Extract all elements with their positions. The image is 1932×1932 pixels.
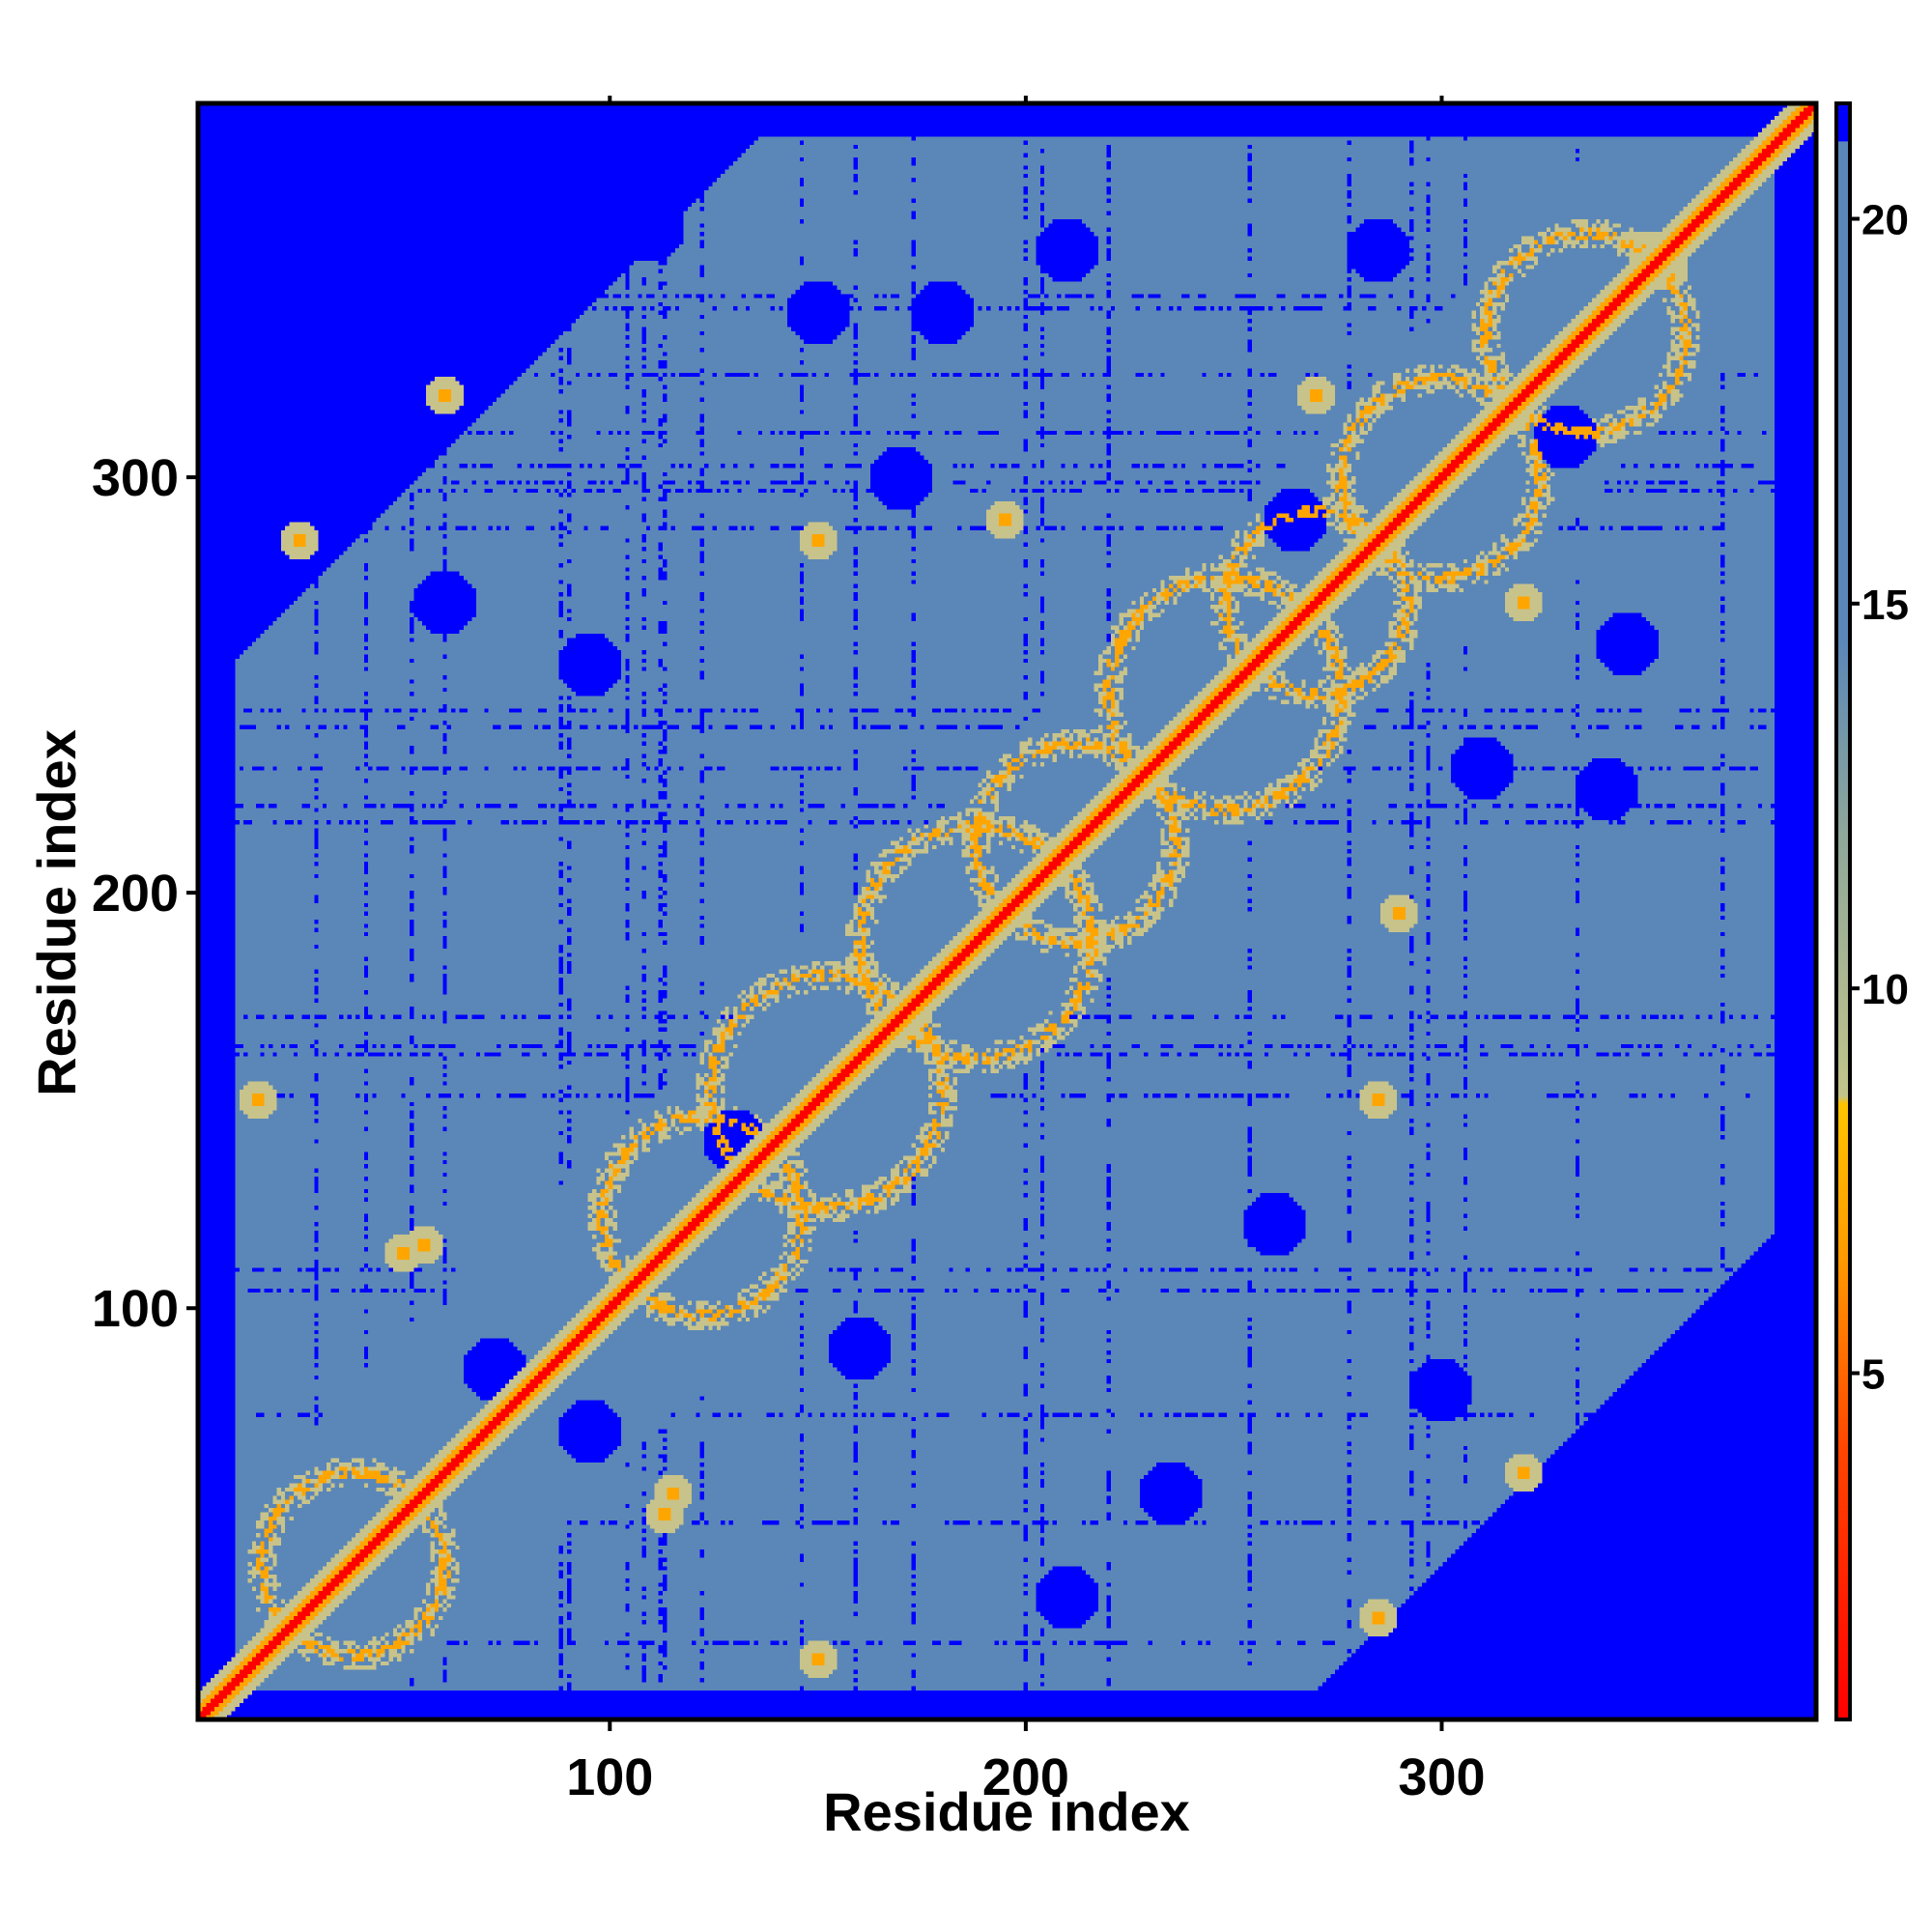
y-axis-title: Residue index [26, 729, 87, 1096]
heatmap-canvas [198, 103, 1816, 1719]
colorbar-tick-label: 5 [1861, 1351, 1885, 1399]
plot-frame [195, 100, 1819, 1722]
colorbar-frame [1834, 101, 1852, 1721]
colorbar-tick-label: 20 [1861, 197, 1909, 244]
colorbar-tick-label: 15 [1861, 582, 1909, 629]
colorbar-ticks: 5 10 15 20 [1850, 197, 1909, 1399]
x-tick-label: 300 [1398, 1748, 1485, 1806]
colorbar-fill [1836, 103, 1850, 1719]
x-tick-label: 200 [982, 1748, 1069, 1806]
x-axis-title: Residue index [823, 1781, 1190, 1842]
y-tick-label: 100 [92, 1280, 179, 1338]
y-tick-label: 200 [92, 865, 179, 923]
y-tick-label: 300 [92, 449, 179, 507]
colorbar: 5 10 15 20 [1834, 101, 1909, 1721]
top-minor-ticks [608, 96, 1444, 103]
y-axis: 100 200 300 [92, 449, 198, 1338]
x-tick-label: 100 [566, 1748, 653, 1806]
heatmap-area [195, 100, 1819, 1722]
colorbar-tick-label: 10 [1861, 966, 1909, 1013]
x-axis: 100 200 300 [566, 1719, 1486, 1806]
